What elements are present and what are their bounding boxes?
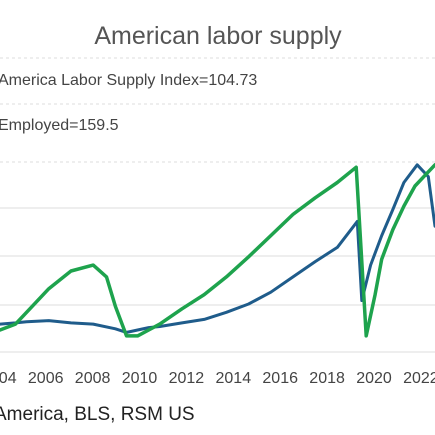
legend-entry-employed: Employed=159.5 [0, 117, 119, 134]
series-lines [0, 163, 435, 338]
series-line-employed [0, 163, 435, 338]
x-tick-label: 2008 [75, 370, 111, 387]
x-tick-label: 2018 [309, 370, 345, 387]
x-tick-label: 2016 [262, 370, 298, 387]
legend-entry-labor-supply-index: America Labor Supply Index=104.73 [0, 72, 257, 89]
x-tick-label: 2004 [0, 370, 17, 387]
x-tick-label: 2006 [28, 370, 64, 387]
chart-title: American labor supply [94, 22, 342, 50]
series-line-labor-supply-index [0, 163, 435, 334]
source-note: America, BLS, RSM US [0, 404, 195, 425]
gridlines [0, 57, 435, 353]
x-tick-label: 2020 [356, 370, 392, 387]
x-tick-label: 2014 [216, 370, 252, 387]
x-tick-label: 2010 [122, 370, 158, 387]
x-tick-label: 2012 [169, 370, 205, 387]
x-axis-tick-labels: 2004 2006 2008 2010 2012 2014 2016 2018 2020 2022 [0, 370, 435, 387]
x-tick-label: 2022 [403, 370, 435, 387]
